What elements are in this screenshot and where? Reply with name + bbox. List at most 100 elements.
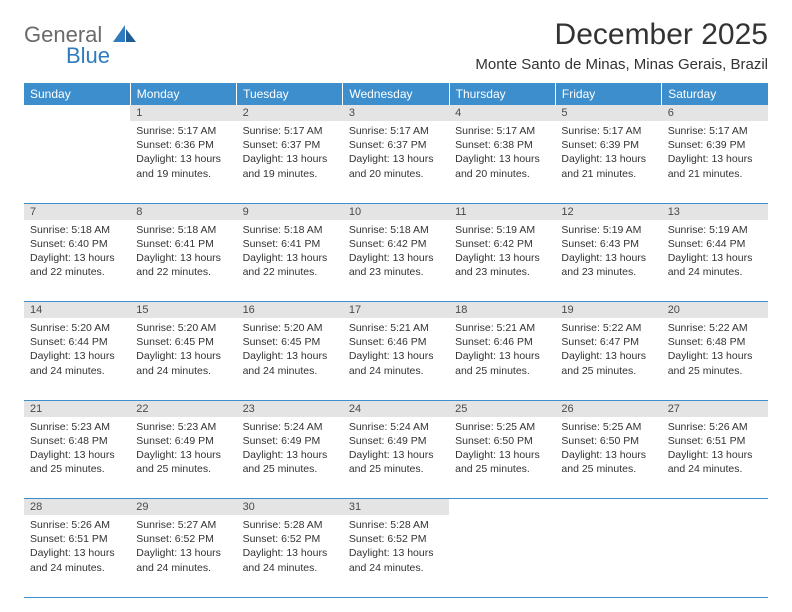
sunrise-line: Sunrise: 5:20 AM bbox=[136, 321, 230, 335]
day-cell-body: Sunrise: 5:18 AMSunset: 6:41 PMDaylight:… bbox=[237, 220, 343, 284]
weekday-header: Tuesday bbox=[237, 83, 343, 105]
day-number bbox=[24, 105, 130, 121]
daylight-line: Daylight: 13 hours and 20 minutes. bbox=[349, 152, 443, 180]
sunset-line: Sunset: 6:42 PM bbox=[349, 237, 443, 251]
day-number: 6 bbox=[662, 105, 768, 121]
day-number: 9 bbox=[237, 203, 343, 220]
day-cell: Sunrise: 5:19 AMSunset: 6:44 PMDaylight:… bbox=[662, 220, 768, 302]
sunrise-line: Sunrise: 5:26 AM bbox=[668, 420, 762, 434]
day-number: 23 bbox=[237, 400, 343, 417]
day-number: 3 bbox=[343, 105, 449, 121]
daylight-line: Daylight: 13 hours and 23 minutes. bbox=[561, 251, 655, 279]
day-cell-body: Sunrise: 5:27 AMSunset: 6:52 PMDaylight:… bbox=[130, 515, 236, 579]
day-cell: Sunrise: 5:27 AMSunset: 6:52 PMDaylight:… bbox=[130, 515, 236, 597]
sunset-line: Sunset: 6:49 PM bbox=[136, 434, 230, 448]
sunset-line: Sunset: 6:42 PM bbox=[455, 237, 549, 251]
sunrise-line: Sunrise: 5:24 AM bbox=[243, 420, 337, 434]
day-number: 14 bbox=[24, 302, 130, 319]
day-cell-body: Sunrise: 5:23 AMSunset: 6:49 PMDaylight:… bbox=[130, 417, 236, 481]
day-number: 25 bbox=[449, 400, 555, 417]
weekday-header: Monday bbox=[130, 83, 236, 105]
day-cell: Sunrise: 5:19 AMSunset: 6:43 PMDaylight:… bbox=[555, 220, 661, 302]
day-number bbox=[555, 499, 661, 516]
day-cell: Sunrise: 5:23 AMSunset: 6:49 PMDaylight:… bbox=[130, 417, 236, 499]
sunset-line: Sunset: 6:41 PM bbox=[243, 237, 337, 251]
day-cell-body: Sunrise: 5:17 AMSunset: 6:39 PMDaylight:… bbox=[662, 121, 768, 185]
day-number bbox=[449, 499, 555, 516]
day-cell-body: Sunrise: 5:26 AMSunset: 6:51 PMDaylight:… bbox=[24, 515, 130, 579]
day-number: 22 bbox=[130, 400, 236, 417]
sunset-line: Sunset: 6:48 PM bbox=[30, 434, 124, 448]
day-cell-body: Sunrise: 5:17 AMSunset: 6:38 PMDaylight:… bbox=[449, 121, 555, 185]
day-number: 21 bbox=[24, 400, 130, 417]
day-number: 30 bbox=[237, 499, 343, 516]
sunrise-line: Sunrise: 5:19 AM bbox=[561, 223, 655, 237]
day-number: 1 bbox=[130, 105, 236, 121]
day-cell-body: Sunrise: 5:17 AMSunset: 6:36 PMDaylight:… bbox=[130, 121, 236, 185]
day-cell: Sunrise: 5:25 AMSunset: 6:50 PMDaylight:… bbox=[555, 417, 661, 499]
sunrise-line: Sunrise: 5:19 AM bbox=[455, 223, 549, 237]
daylight-line: Daylight: 13 hours and 24 minutes. bbox=[668, 448, 762, 476]
sunset-line: Sunset: 6:45 PM bbox=[243, 335, 337, 349]
day-cell-body: Sunrise: 5:20 AMSunset: 6:45 PMDaylight:… bbox=[237, 318, 343, 382]
day-cell: Sunrise: 5:22 AMSunset: 6:47 PMDaylight:… bbox=[555, 318, 661, 400]
day-cell-body: Sunrise: 5:21 AMSunset: 6:46 PMDaylight:… bbox=[449, 318, 555, 382]
day-number-row: 123456 bbox=[24, 105, 768, 121]
weekday-header: Wednesday bbox=[343, 83, 449, 105]
sunrise-line: Sunrise: 5:22 AM bbox=[561, 321, 655, 335]
day-cell-body: Sunrise: 5:24 AMSunset: 6:49 PMDaylight:… bbox=[237, 417, 343, 481]
sunset-line: Sunset: 6:39 PM bbox=[668, 138, 762, 152]
day-body-row: Sunrise: 5:23 AMSunset: 6:48 PMDaylight:… bbox=[24, 417, 768, 499]
day-cell-body: Sunrise: 5:17 AMSunset: 6:37 PMDaylight:… bbox=[343, 121, 449, 185]
day-cell-body: Sunrise: 5:22 AMSunset: 6:47 PMDaylight:… bbox=[555, 318, 661, 382]
logo: General Blue bbox=[24, 18, 138, 67]
day-cell-body: Sunrise: 5:28 AMSunset: 6:52 PMDaylight:… bbox=[237, 515, 343, 579]
sunset-line: Sunset: 6:45 PM bbox=[136, 335, 230, 349]
day-number: 13 bbox=[662, 203, 768, 220]
daylight-line: Daylight: 13 hours and 25 minutes. bbox=[455, 448, 549, 476]
daylight-line: Daylight: 13 hours and 21 minutes. bbox=[561, 152, 655, 180]
day-number: 15 bbox=[130, 302, 236, 319]
sunrise-line: Sunrise: 5:18 AM bbox=[136, 223, 230, 237]
day-number-row: 28293031 bbox=[24, 499, 768, 516]
daylight-line: Daylight: 13 hours and 25 minutes. bbox=[30, 448, 124, 476]
sunset-line: Sunset: 6:36 PM bbox=[136, 138, 230, 152]
sunset-line: Sunset: 6:41 PM bbox=[136, 237, 230, 251]
daylight-line: Daylight: 13 hours and 24 minutes. bbox=[668, 251, 762, 279]
sunrise-line: Sunrise: 5:18 AM bbox=[349, 223, 443, 237]
weekday-header: Saturday bbox=[662, 83, 768, 105]
daylight-line: Daylight: 13 hours and 25 minutes. bbox=[349, 448, 443, 476]
sunset-line: Sunset: 6:44 PM bbox=[668, 237, 762, 251]
day-cell: Sunrise: 5:22 AMSunset: 6:48 PMDaylight:… bbox=[662, 318, 768, 400]
sunset-line: Sunset: 6:50 PM bbox=[455, 434, 549, 448]
header: General Blue December 2025 Monte Santo d… bbox=[24, 18, 768, 73]
day-cell-body: Sunrise: 5:19 AMSunset: 6:42 PMDaylight:… bbox=[449, 220, 555, 284]
sunset-line: Sunset: 6:48 PM bbox=[668, 335, 762, 349]
day-number: 31 bbox=[343, 499, 449, 516]
sunrise-line: Sunrise: 5:23 AM bbox=[136, 420, 230, 434]
sunrise-line: Sunrise: 5:17 AM bbox=[349, 124, 443, 138]
day-number-row: 14151617181920 bbox=[24, 302, 768, 319]
sunrise-line: Sunrise: 5:24 AM bbox=[349, 420, 443, 434]
day-number: 27 bbox=[662, 400, 768, 417]
day-cell: Sunrise: 5:17 AMSunset: 6:37 PMDaylight:… bbox=[343, 121, 449, 203]
calendar-table: SundayMondayTuesdayWednesdayThursdayFrid… bbox=[24, 83, 768, 598]
day-number: 24 bbox=[343, 400, 449, 417]
sunrise-line: Sunrise: 5:17 AM bbox=[136, 124, 230, 138]
day-cell: Sunrise: 5:21 AMSunset: 6:46 PMDaylight:… bbox=[449, 318, 555, 400]
day-cell: Sunrise: 5:17 AMSunset: 6:38 PMDaylight:… bbox=[449, 121, 555, 203]
daylight-line: Daylight: 13 hours and 19 minutes. bbox=[243, 152, 337, 180]
sunrise-line: Sunrise: 5:26 AM bbox=[30, 518, 124, 532]
day-cell-body: Sunrise: 5:21 AMSunset: 6:46 PMDaylight:… bbox=[343, 318, 449, 382]
daylight-line: Daylight: 13 hours and 24 minutes. bbox=[136, 546, 230, 574]
day-number: 8 bbox=[130, 203, 236, 220]
daylight-line: Daylight: 13 hours and 25 minutes. bbox=[243, 448, 337, 476]
sunset-line: Sunset: 6:52 PM bbox=[136, 532, 230, 546]
day-cell: Sunrise: 5:21 AMSunset: 6:46 PMDaylight:… bbox=[343, 318, 449, 400]
day-number: 7 bbox=[24, 203, 130, 220]
sunrise-line: Sunrise: 5:28 AM bbox=[349, 518, 443, 532]
daylight-line: Daylight: 13 hours and 22 minutes. bbox=[30, 251, 124, 279]
daylight-line: Daylight: 13 hours and 24 minutes. bbox=[349, 546, 443, 574]
sunset-line: Sunset: 6:50 PM bbox=[561, 434, 655, 448]
daylight-line: Daylight: 13 hours and 25 minutes. bbox=[561, 349, 655, 377]
